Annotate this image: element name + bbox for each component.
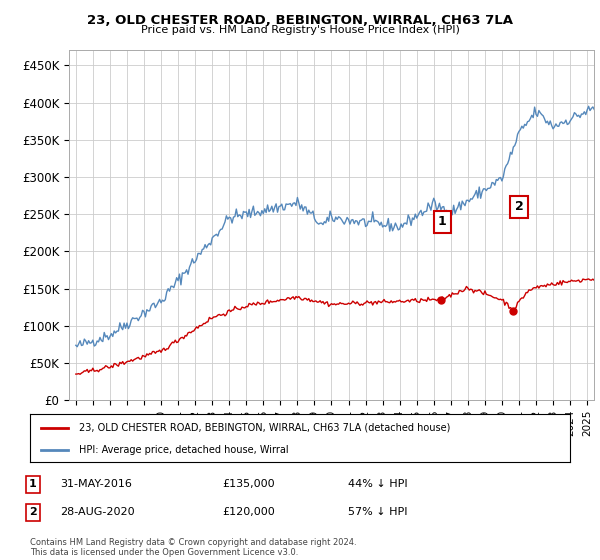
Text: £120,000: £120,000: [222, 507, 275, 517]
Text: £135,000: £135,000: [222, 479, 275, 489]
Text: HPI: Average price, detached house, Wirral: HPI: Average price, detached house, Wirr…: [79, 445, 288, 455]
Text: 2: 2: [29, 507, 37, 517]
Text: 2: 2: [515, 200, 523, 213]
Text: 1: 1: [29, 479, 37, 489]
Text: 57% ↓ HPI: 57% ↓ HPI: [348, 507, 407, 517]
Text: 44% ↓ HPI: 44% ↓ HPI: [348, 479, 407, 489]
Text: Contains HM Land Registry data © Crown copyright and database right 2024.
This d: Contains HM Land Registry data © Crown c…: [30, 538, 356, 557]
Text: 1: 1: [438, 215, 446, 228]
Text: 28-AUG-2020: 28-AUG-2020: [60, 507, 134, 517]
Text: 23, OLD CHESTER ROAD, BEBINGTON, WIRRAL, CH63 7LA: 23, OLD CHESTER ROAD, BEBINGTON, WIRRAL,…: [87, 14, 513, 27]
Text: 23, OLD CHESTER ROAD, BEBINGTON, WIRRAL, CH63 7LA (detached house): 23, OLD CHESTER ROAD, BEBINGTON, WIRRAL,…: [79, 423, 450, 433]
Text: Price paid vs. HM Land Registry's House Price Index (HPI): Price paid vs. HM Land Registry's House …: [140, 25, 460, 35]
Text: 31-MAY-2016: 31-MAY-2016: [60, 479, 132, 489]
